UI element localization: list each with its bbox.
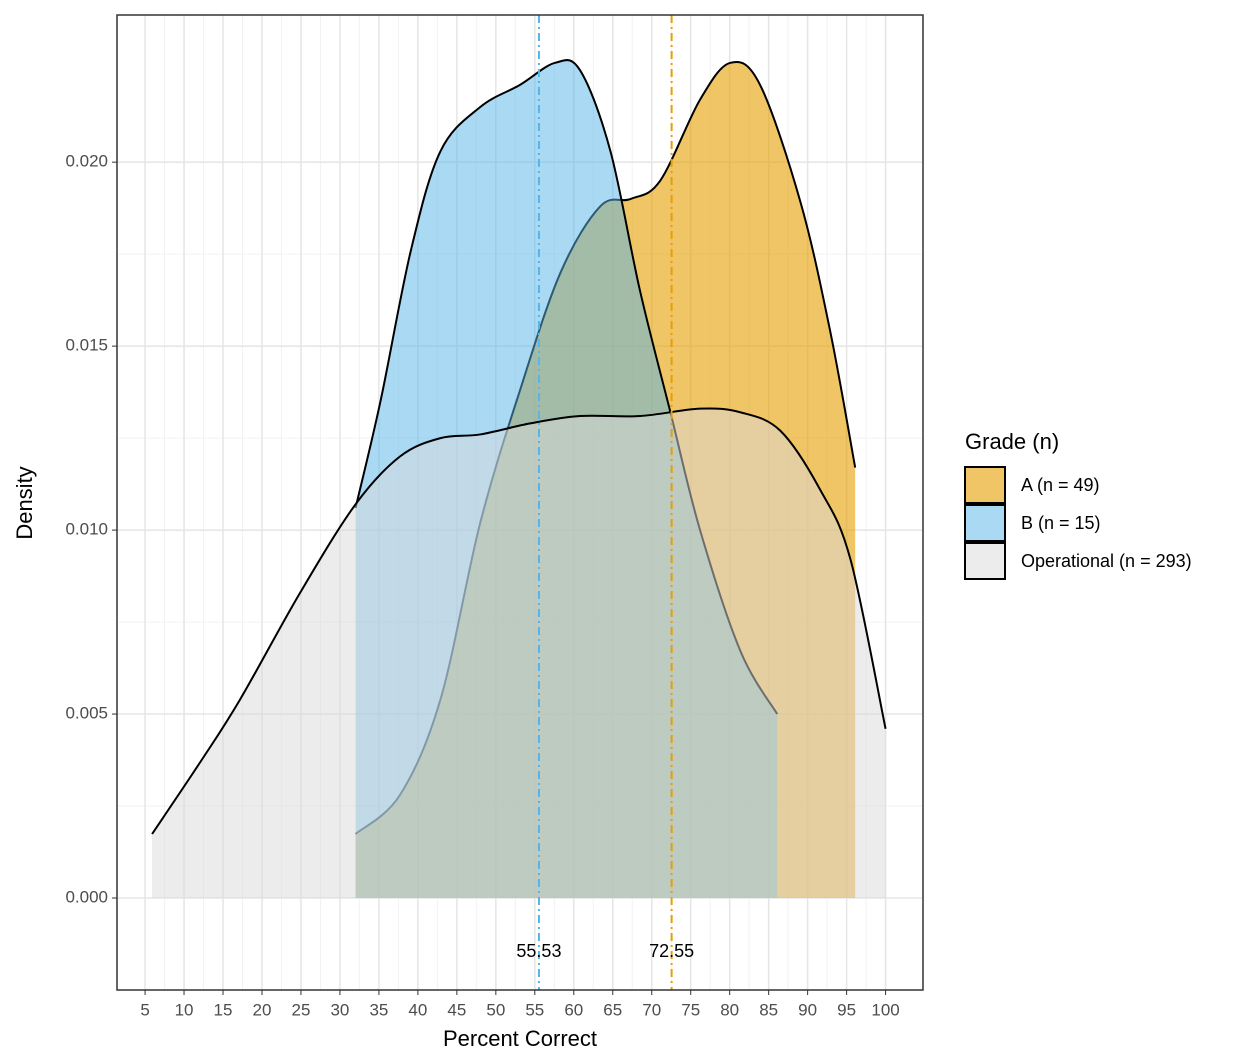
x-tick-label: 25 bbox=[292, 1000, 311, 1019]
mean-label: 55.53 bbox=[516, 941, 561, 961]
legend-label: Operational (n = 293) bbox=[1021, 551, 1192, 571]
legend-key bbox=[964, 466, 1006, 504]
density-area bbox=[152, 408, 886, 899]
x-tick-label: 45 bbox=[447, 1000, 466, 1019]
x-tick-label: 55 bbox=[525, 1000, 544, 1019]
x-tick-label: 100 bbox=[871, 1000, 899, 1019]
legend-key bbox=[964, 542, 1006, 580]
x-tick-label: 60 bbox=[564, 1000, 583, 1019]
y-axis-title: Density bbox=[12, 466, 37, 539]
plot-border bbox=[116, 14, 924, 991]
y-tick-label: 0.000 bbox=[65, 888, 108, 907]
x-tick-label: 80 bbox=[720, 1000, 739, 1019]
x-tick-label: 35 bbox=[369, 1000, 388, 1019]
x-axis-title: Percent Correct bbox=[443, 1026, 597, 1051]
x-tick-label: 40 bbox=[408, 1000, 427, 1019]
y-tick-label: 0.015 bbox=[65, 336, 108, 355]
y-tick-label: 0.020 bbox=[65, 152, 108, 171]
mean-label: 72.55 bbox=[649, 941, 694, 961]
x-tick-label: 50 bbox=[486, 1000, 505, 1019]
legend-title: Grade (n) bbox=[965, 429, 1059, 454]
x-tick-label: 75 bbox=[681, 1000, 700, 1019]
x-tick-label: 95 bbox=[837, 1000, 856, 1019]
x-tick-label: 90 bbox=[798, 1000, 817, 1019]
x-tick-label: 15 bbox=[214, 1000, 233, 1019]
x-tick-label: 70 bbox=[642, 1000, 661, 1019]
x-tick-label: 5 bbox=[140, 1000, 149, 1019]
x-tick-label: 20 bbox=[253, 1000, 272, 1019]
y-tick-label: 0.010 bbox=[65, 520, 108, 539]
legend-label: B (n = 15) bbox=[1021, 513, 1101, 533]
x-tick-label: 10 bbox=[175, 1000, 194, 1019]
x-tick-label: 65 bbox=[603, 1000, 622, 1019]
y-tick-label: 0.005 bbox=[65, 704, 108, 723]
legend-label: A (n = 49) bbox=[1021, 475, 1100, 495]
x-tick-label: 30 bbox=[330, 1000, 349, 1019]
density-line bbox=[151, 407, 887, 835]
x-tick-label: 85 bbox=[759, 1000, 778, 1019]
legend-key bbox=[964, 504, 1006, 542]
